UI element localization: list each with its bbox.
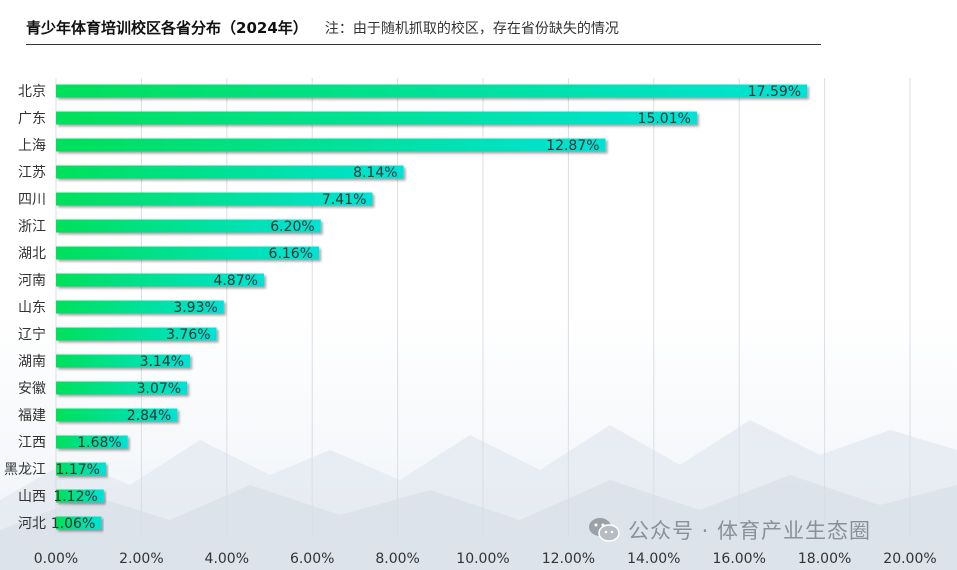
x-axis-ticks: 0.00% 2.00% 4.00% 6.00% 8.00% 10.00% 12.00% 14.… (34, 551, 937, 567)
value-label: 3.14% (140, 354, 184, 370)
value-label: 15.01% (638, 111, 691, 127)
wechat-icon (589, 518, 620, 542)
bar (56, 408, 178, 422)
category-label: 江西 (18, 435, 46, 451)
chart-header: 青少年体育培训校区各省分布（2024年） 注：由于随机抓取的校区，存在省份缺失的… (26, 17, 619, 39)
category-label: 河南 (18, 273, 46, 289)
value-label: 7.41% (322, 192, 366, 208)
x-tick-label: 20.00% (883, 551, 936, 567)
category-label: 福建 (18, 408, 46, 424)
value-labels: 17.59% 15.01% 12.87% 8.14% 7.41% 6.20% 6.16% 4.… (51, 84, 801, 532)
x-tick-label: 8.00% (375, 551, 419, 567)
x-tick-label: 18.00% (798, 551, 851, 567)
bar (56, 489, 104, 503)
value-label: 6.16% (269, 246, 313, 262)
value-label: 1.17% (55, 462, 99, 478)
category-label: 广东 (18, 111, 46, 127)
bar (56, 381, 188, 395)
bar (56, 219, 321, 233)
bar (56, 246, 320, 260)
bar (56, 192, 373, 206)
bar (56, 84, 808, 98)
x-tick-label: 2.00% (119, 551, 163, 567)
value-label: 17.59% (748, 84, 801, 100)
grid-lines (55, 78, 911, 537)
value-label: 1.12% (53, 489, 97, 505)
category-label: 上海 (18, 138, 46, 154)
value-label: 4.87% (213, 273, 257, 289)
category-label: 浙江 (18, 219, 46, 235)
bar (56, 327, 217, 341)
x-tick-label: 16.00% (713, 551, 766, 567)
mountain-background (0, 420, 957, 570)
value-label: 1.68% (77, 435, 121, 451)
category-label: 北京 (18, 84, 46, 100)
watermark-text: 公众号 · 体育产业生态圈 (628, 519, 872, 543)
category-label: 四川 (18, 192, 46, 208)
header-divider (26, 44, 821, 45)
value-label: 6.20% (270, 219, 314, 235)
value-label: 2.84% (127, 408, 171, 424)
category-label: 江苏 (18, 165, 46, 181)
category-label: 山东 (18, 300, 46, 316)
category-label: 湖南 (18, 354, 46, 370)
category-label: 安徽 (18, 381, 46, 397)
category-label: 湖北 (18, 246, 46, 262)
chart-title: 青少年体育培训校区各省分布（2024年） (26, 19, 308, 37)
x-tick-label: 6.00% (290, 551, 334, 567)
bar (56, 273, 264, 287)
bar (56, 300, 224, 314)
value-label: 3.07% (137, 381, 181, 397)
bars (56, 84, 808, 530)
category-label: 山西 (18, 489, 46, 505)
watermark: 公众号 · 体育产业生态圈 (588, 515, 871, 545)
bar (56, 165, 404, 179)
bar (56, 462, 106, 476)
x-tick-label: 4.00% (205, 551, 249, 567)
value-label: 8.14% (353, 165, 397, 181)
bar (56, 516, 102, 530)
x-tick-label: 12.00% (542, 551, 595, 567)
value-label: 12.87% (546, 138, 599, 154)
value-label: 1.06% (51, 516, 95, 532)
x-tick-label: 10.00% (456, 551, 509, 567)
category-label: 黑龙江 (4, 462, 46, 478)
bar (56, 354, 191, 368)
value-label: 3.93% (173, 300, 217, 316)
bar (56, 435, 128, 449)
x-tick-label: 0.00% (34, 551, 78, 567)
bar (56, 111, 697, 125)
value-label: 3.76% (166, 327, 210, 343)
category-label: 辽宁 (18, 326, 46, 343)
category-label: 河北 (18, 516, 46, 532)
bar (56, 138, 606, 152)
x-tick-label: 14.00% (627, 551, 680, 567)
chart-note: 注：由于随机抓取的校区，存在省份缺失的情况 (324, 21, 619, 37)
